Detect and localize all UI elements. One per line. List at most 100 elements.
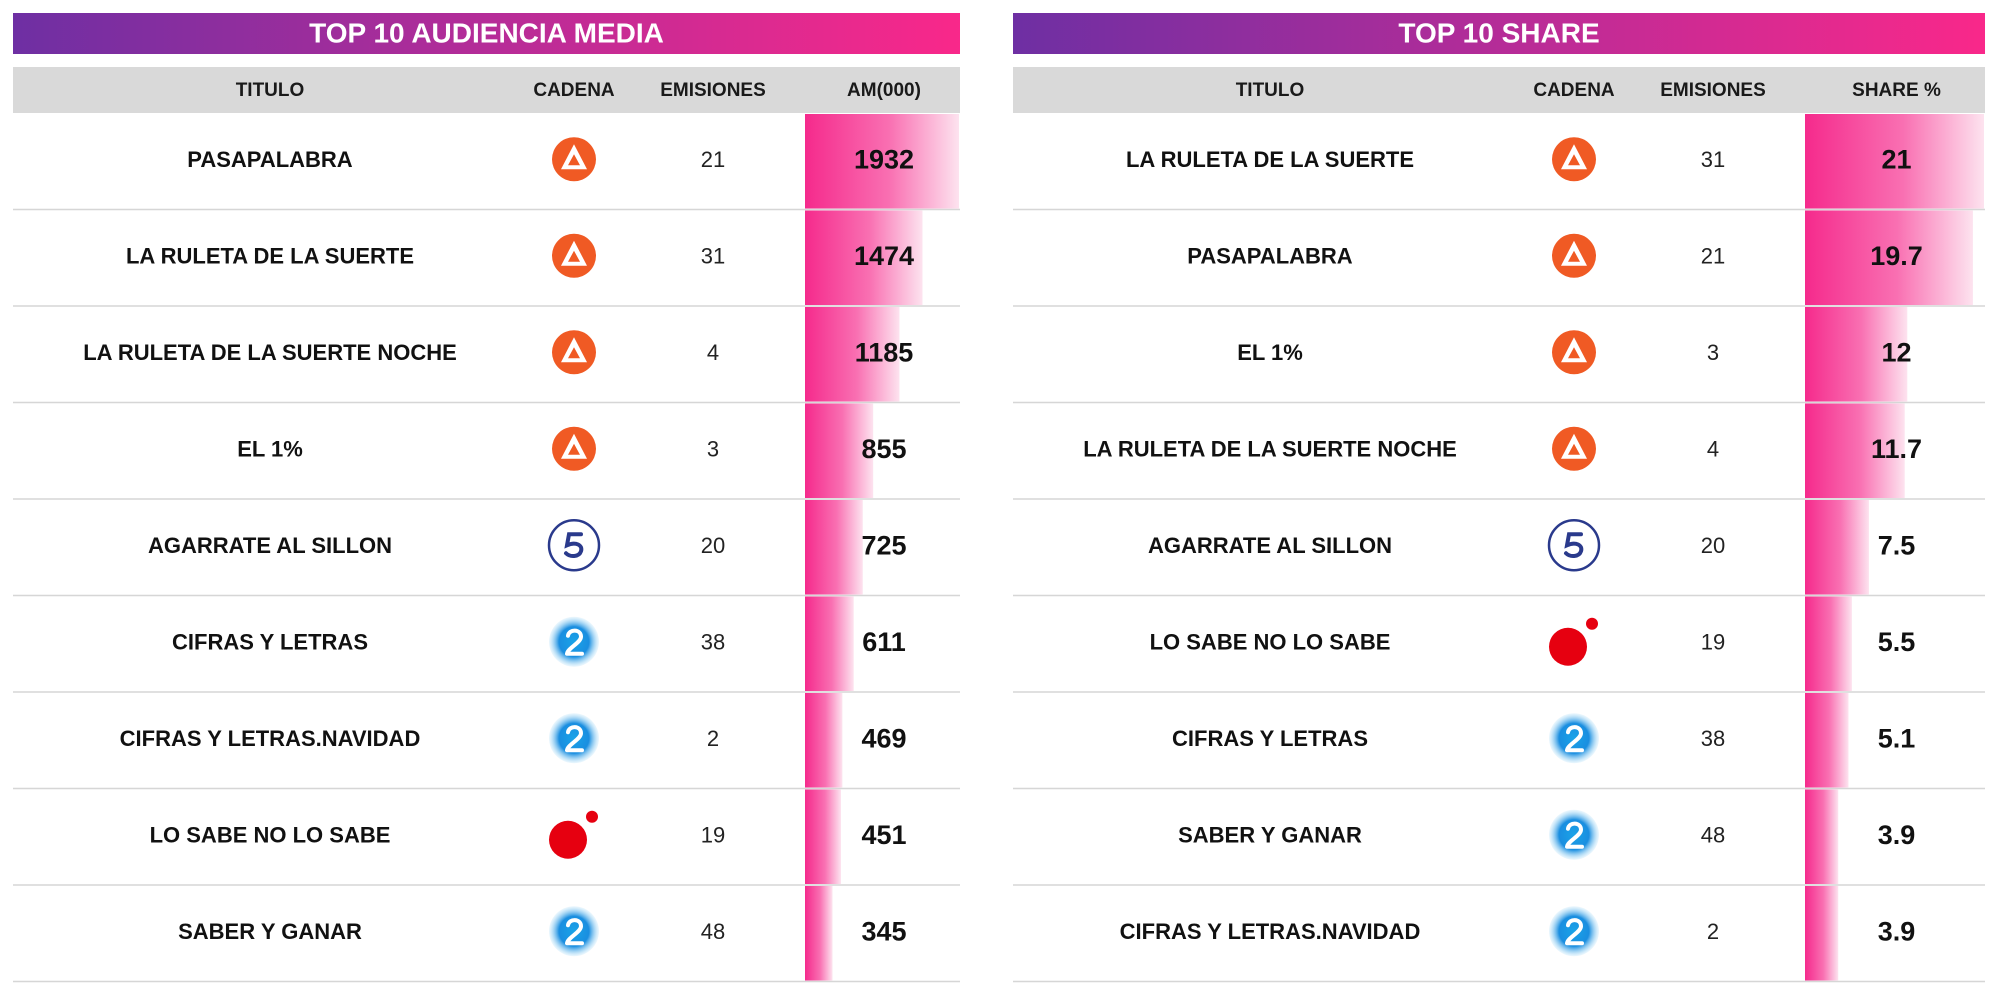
header-row <box>1013 67 1985 113</box>
column-header: CADENA <box>533 80 615 101</box>
program-title: CIFRAS Y LETRAS <box>172 630 368 655</box>
value-bar <box>805 789 841 884</box>
logo-shape <box>549 820 587 859</box>
emissions: 4 <box>707 340 719 365</box>
channel-logo <box>1547 519 1601 572</box>
program-title: SABER Y GANAR <box>178 919 362 944</box>
header-row <box>13 67 960 113</box>
value-bar <box>805 596 854 691</box>
channel-logo <box>1552 426 1596 471</box>
program-title: PASAPALABRA <box>1187 244 1353 269</box>
value-bar <box>805 693 843 788</box>
logo-shape <box>564 532 584 558</box>
value-bar <box>1805 403 1905 498</box>
program-title: SABER Y GANAR <box>1178 823 1362 848</box>
program-title: EL 1% <box>237 437 303 462</box>
emissions: 48 <box>701 919 725 944</box>
emissions: 38 <box>1701 726 1725 751</box>
column-header: TITULO <box>1236 80 1305 101</box>
logo-shape <box>1568 443 1580 455</box>
program-title: CIFRAS Y LETRAS.NAVIDAD <box>1120 919 1421 944</box>
program-title: CIFRAS Y LETRAS.NAVIDAD <box>120 726 421 751</box>
value-label: 345 <box>861 916 906 946</box>
value-bar <box>805 886 833 981</box>
logo-shape <box>1549 906 1599 957</box>
channel-logo <box>1549 713 1599 764</box>
value-bar <box>805 114 959 209</box>
table-title: TOP 10 AUDIENCIA MEDIA <box>309 17 664 48</box>
emissions: 21 <box>701 147 725 172</box>
value-label: 3.9 <box>1878 820 1916 850</box>
logo-shape <box>1564 532 1584 558</box>
channel-logo <box>1549 906 1599 957</box>
channel-logo <box>552 137 596 182</box>
channel-logo <box>552 233 596 278</box>
column-header: EMISIONES <box>1660 80 1766 101</box>
program-title: EL 1% <box>1237 340 1303 365</box>
logo-shape <box>1565 918 1584 946</box>
emissions: 3 <box>707 437 719 462</box>
value-label: 3.9 <box>1878 916 1916 946</box>
value-label: 21 <box>1881 144 1911 174</box>
logo-shape <box>586 810 598 823</box>
value-bar <box>1805 789 1839 884</box>
logo-shape <box>1568 347 1580 359</box>
value-label: 19.7 <box>1870 241 1923 271</box>
channel-logo <box>1552 330 1596 375</box>
logo-shape <box>565 725 584 753</box>
emissions: 3 <box>1707 340 1719 365</box>
logo-shape <box>565 628 584 656</box>
logo-shape <box>568 250 580 262</box>
channel-logo <box>1549 617 1598 666</box>
logo-shape <box>1568 154 1580 166</box>
logo-shape <box>1568 250 1580 262</box>
value-label: 469 <box>861 723 906 753</box>
program-title: LO SABE NO LO SABE <box>1150 630 1391 655</box>
column-header: AM(000) <box>847 80 921 101</box>
emissions: 2 <box>1707 919 1719 944</box>
emissions: 19 <box>701 823 725 848</box>
program-title: LA RULETA DE LA SUERTE <box>1126 147 1414 172</box>
column-header: TITULO <box>236 80 305 101</box>
emissions: 4 <box>1707 437 1719 462</box>
logo-shape <box>1586 617 1598 630</box>
emissions: 48 <box>1701 823 1725 848</box>
program-title: LA RULETA DE LA SUERTE NOCHE <box>83 340 457 365</box>
logo-shape <box>1549 809 1599 860</box>
logo-shape <box>568 154 580 166</box>
value-label: 5.5 <box>1878 627 1916 657</box>
emissions: 20 <box>1701 533 1725 558</box>
channel-logo <box>552 330 596 375</box>
title-bar <box>1013 13 1985 54</box>
emissions: 21 <box>1701 244 1725 269</box>
value-bar <box>1805 307 1908 402</box>
value-label: 11.7 <box>1871 434 1922 464</box>
value-label: 7.5 <box>1878 530 1916 560</box>
table-title: TOP 10 SHARE <box>1398 17 1599 48</box>
column-header: EMISIONES <box>660 80 766 101</box>
value-label: 451 <box>861 820 906 850</box>
emissions: 20 <box>701 533 725 558</box>
logo-shape <box>549 713 599 764</box>
logo-shape <box>1549 627 1587 666</box>
channel-logo <box>1549 809 1599 860</box>
channel-logo <box>547 519 601 572</box>
logo-shape <box>549 616 599 667</box>
logo-shape <box>565 918 584 946</box>
column-header: CADENA <box>1533 80 1615 101</box>
logo-shape <box>1549 713 1599 764</box>
channel-logo <box>1552 233 1596 278</box>
logo-shape <box>568 347 580 359</box>
program-title: LO SABE NO LO SABE <box>150 823 391 848</box>
program-title: PASAPALABRA <box>187 147 353 172</box>
channel-logo <box>549 810 598 859</box>
value-label: 12 <box>1881 337 1911 367</box>
value-bar <box>805 500 863 595</box>
logo-shape <box>1565 821 1584 849</box>
logo-shape <box>549 906 599 957</box>
channel-logo <box>552 426 596 471</box>
program-title: AGARRATE AL SILLON <box>1148 533 1392 558</box>
value-bar <box>805 403 874 498</box>
program-title: LA RULETA DE LA SUERTE <box>126 244 414 269</box>
emissions: 19 <box>1701 630 1725 655</box>
